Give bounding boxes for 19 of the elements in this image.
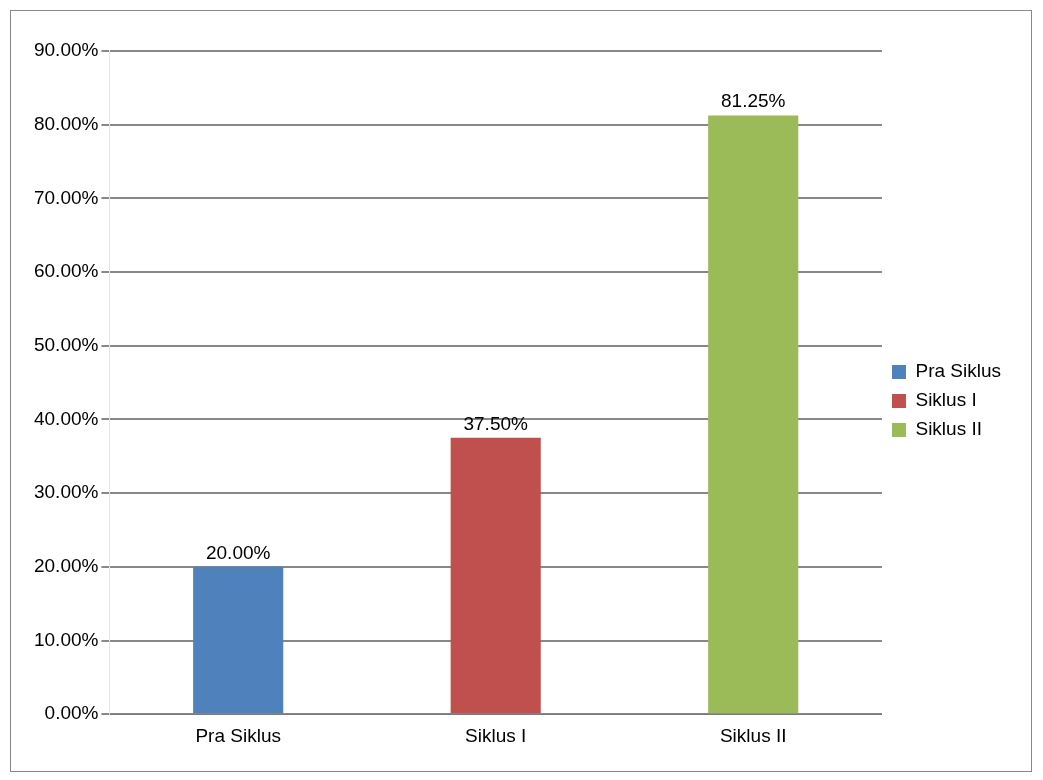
y-tick-label: 10.00%	[33, 628, 99, 650]
legend-label: Pra Siklus	[915, 360, 1001, 382]
y-tick-label: 30.00%	[33, 481, 99, 503]
y-tick-label: 90.00%	[33, 39, 99, 61]
y-tick-label: 40.00%	[33, 407, 99, 429]
x-tick-label: Siklus II	[719, 724, 787, 746]
y-tick-label: 50.00%	[33, 333, 99, 355]
y-tick-label: 0.00%	[44, 702, 99, 724]
data-label: 20.00%	[205, 541, 271, 563]
y-tick-label: 60.00%	[33, 260, 99, 282]
legend-label: Siklus II	[915, 418, 982, 440]
legend-label: Siklus I	[915, 389, 977, 411]
x-tick-label: Pra Siklus	[195, 724, 281, 746]
data-label: 37.50%	[463, 412, 529, 434]
x-tick-label: Siklus I	[465, 724, 527, 746]
y-tick-label: 70.00%	[33, 186, 99, 208]
y-tick-label: 20.00%	[33, 555, 99, 577]
y-tick-label: 80.00%	[33, 112, 99, 134]
data-label: 81.25%	[720, 90, 786, 112]
